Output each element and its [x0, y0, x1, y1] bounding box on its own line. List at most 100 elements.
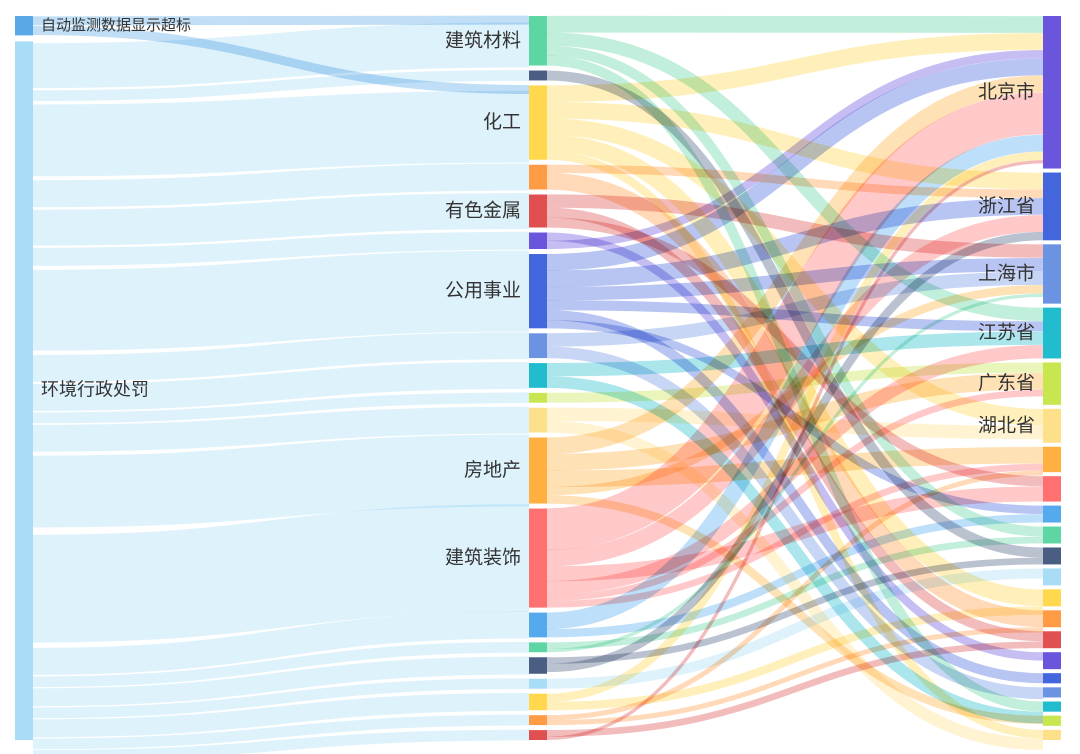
link-i-n11-to-r-n6: [546, 568, 1044, 689]
link-i-n13-to-r-n8: [546, 627, 1044, 726]
link-src-env-to-i-n4: [32, 332, 530, 382]
node-i-jzzs[interactable]: [529, 508, 547, 608]
link-i-n3-to-r-bj: [546, 49, 1044, 250]
node-i-fdc[interactable]: [529, 437, 547, 504]
node-i-n1[interactable]: [529, 70, 547, 81]
node-i-n6[interactable]: [529, 392, 547, 403]
node-label-i-yjsj: 有色金属: [445, 199, 521, 221]
node-src-auto[interactable]: [15, 16, 33, 36]
node-r-bj[interactable]: [1043, 16, 1061, 169]
node-r-n15[interactable]: [1043, 729, 1061, 740]
node-label-i-gysy: 公用事业: [445, 280, 521, 302]
node-r-n2[interactable]: [1043, 476, 1061, 502]
nodes-layer: [15, 16, 1061, 741]
link-src-env-to-i-n14: [32, 729, 530, 754]
link-i-n9-to-r-sh: [546, 293, 1044, 653]
node-r-n10[interactable]: [1043, 652, 1061, 670]
link-i-n13-to-r-n1: [546, 470, 1044, 721]
node-r-n3[interactable]: [1043, 505, 1061, 523]
link-i-n12-to-r-bj: [546, 151, 1044, 702]
node-i-yjsj[interactable]: [529, 194, 547, 228]
link-src-env-to-i-n8: [32, 611, 530, 675]
links-layer: [32, 15, 1044, 754]
node-i-n7[interactable]: [529, 407, 547, 433]
node-label-r-sh: 上海市: [978, 262, 1035, 284]
node-src-env[interactable]: [15, 41, 33, 741]
node-i-n4[interactable]: [529, 333, 547, 359]
node-label-i-fdc: 房地产: [464, 459, 521, 481]
link-i-n7-to-r-n15: [546, 420, 1044, 751]
link-i-gysy-to-r-bj: [546, 58, 1044, 271]
link-src-env-to-i-hg: [32, 90, 530, 177]
link-src-env-to-i-n5: [32, 361, 530, 411]
node-label-src-env: 环境行政处罚: [41, 380, 149, 401]
node-label-r-zj: 浙江省: [978, 195, 1035, 217]
node-label-i-jzcl: 建筑材料: [445, 29, 521, 51]
node-r-n11[interactable]: [1043, 673, 1061, 684]
link-i-n14-to-r-bj: [546, 160, 1044, 741]
node-label-r-gd: 广东省: [978, 372, 1035, 394]
node-r-hb[interactable]: [1043, 408, 1061, 443]
link-i-jzzs-to-r-js: [546, 345, 1044, 595]
link-i-n12-to-r-n7: [546, 606, 1044, 711]
link-src-auto-to-i-jzcl: [32, 15, 530, 26]
node-i-n13[interactable]: [529, 715, 547, 726]
node-label-src-auto: 自动监测数据显示超标: [41, 16, 191, 34]
node-r-n6[interactable]: [1043, 568, 1061, 586]
node-i-n12[interactable]: [529, 693, 547, 711]
node-r-js[interactable]: [1043, 307, 1061, 359]
link-i-n8-to-r-bj: [546, 134, 1044, 630]
link-i-hg-to-r-bj: [546, 33, 1044, 103]
node-i-gysy[interactable]: [529, 254, 547, 329]
node-r-n7[interactable]: [1043, 589, 1061, 607]
node-i-n3[interactable]: [529, 232, 547, 250]
node-label-i-jzzs: 建筑装饰: [445, 547, 521, 569]
node-i-n2[interactable]: [529, 164, 547, 190]
node-i-n10[interactable]: [529, 657, 547, 674]
link-src-env-to-i-jzcl: [32, 22, 530, 89]
link-i-fdc-to-r-bj: [546, 75, 1044, 455]
link-i-n10-to-r-n5: [546, 557, 1044, 664]
link-src-env-to-i-n6: [32, 392, 530, 424]
node-r-n4[interactable]: [1043, 526, 1061, 544]
link-src-env-to-i-n3: [32, 231, 530, 266]
node-i-hg[interactable]: [529, 85, 547, 160]
node-i-n8[interactable]: [529, 612, 547, 638]
node-i-n11[interactable]: [529, 678, 547, 689]
link-src-env-to-i-n1: [32, 70, 530, 102]
node-r-n9[interactable]: [1043, 631, 1061, 649]
link-i-gysy-to-r-zj: [546, 198, 1044, 288]
node-label-r-bj: 北京市: [978, 81, 1035, 103]
node-label-r-js: 江苏省: [978, 322, 1035, 344]
link-src-env-to-i-yjsj: [32, 193, 530, 246]
node-i-n5[interactable]: [529, 363, 547, 388]
node-r-gd[interactable]: [1043, 362, 1061, 405]
link-src-env-to-i-n13: [32, 714, 530, 750]
node-label-r-hb: 湖北省: [978, 414, 1035, 436]
node-i-n9[interactable]: [529, 642, 547, 653]
node-r-sh[interactable]: [1043, 244, 1061, 304]
node-r-n13[interactable]: [1043, 701, 1061, 712]
link-i-jzzs-to-r-bj: [546, 92, 1044, 551]
link-src-env-to-i-n2: [32, 163, 530, 208]
link-i-n14-to-r-n9: [546, 641, 1044, 737]
node-r-n1[interactable]: [1043, 446, 1061, 473]
link-src-env-to-i-n10: [32, 656, 530, 707]
node-i-n14[interactable]: [529, 730, 547, 740]
link-i-n8-to-r-n3: [546, 514, 1044, 638]
link-src-env-to-i-n9: [32, 641, 530, 688]
node-r-n5[interactable]: [1043, 547, 1061, 565]
node-r-n14[interactable]: [1043, 715, 1061, 726]
link-src-env-to-i-fdc: [32, 434, 530, 528]
link-src-env-to-i-gysy: [32, 250, 530, 351]
node-r-n12[interactable]: [1043, 687, 1061, 698]
link-src-env-to-i-n12: [32, 692, 530, 738]
node-label-i-hg: 化工: [483, 111, 521, 133]
node-r-zj[interactable]: [1043, 172, 1061, 241]
node-i-jzcl[interactable]: [529, 16, 547, 66]
node-r-n8[interactable]: [1043, 610, 1061, 628]
link-src-env-to-i-n11: [32, 678, 530, 719]
link-src-env-to-i-jzzs: [32, 504, 530, 643]
